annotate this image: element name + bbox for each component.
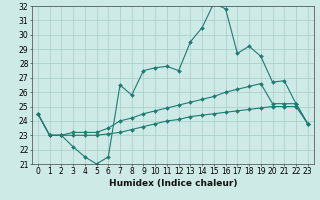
X-axis label: Humidex (Indice chaleur): Humidex (Indice chaleur): [108, 179, 237, 188]
